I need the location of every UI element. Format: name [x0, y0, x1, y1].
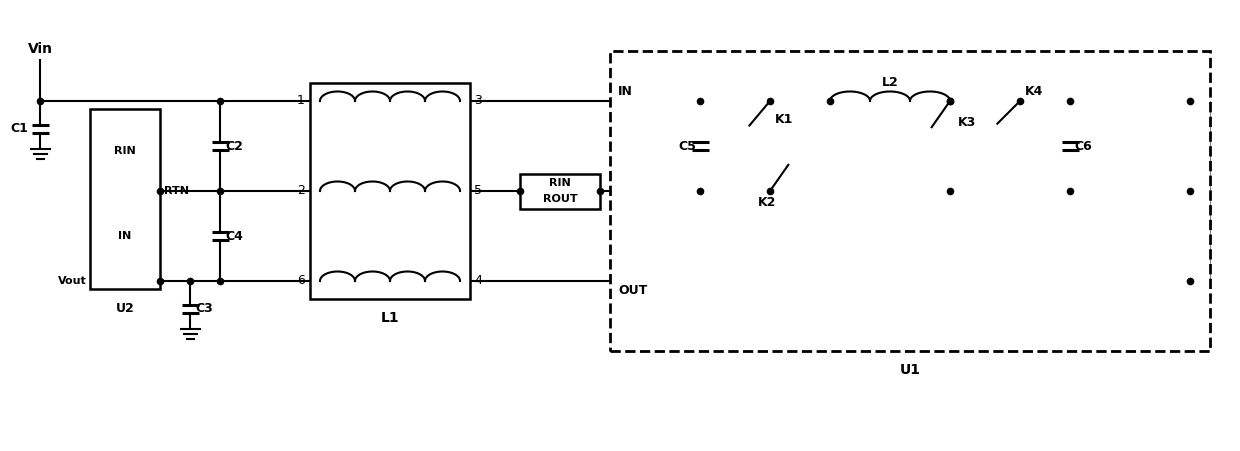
Text: U1: U1 [899, 363, 920, 377]
Bar [610, 51, 1210, 351]
Text: L2: L2 [882, 76, 898, 89]
Text: 2: 2 [298, 184, 305, 198]
Text: IN: IN [118, 231, 131, 241]
Text: U2: U2 [115, 302, 134, 315]
Text: Vin: Vin [27, 42, 52, 56]
Bar [91, 109, 160, 289]
Bar [310, 83, 470, 299]
Text: 6: 6 [298, 275, 305, 287]
Text: 5: 5 [474, 184, 482, 198]
Text: ROUT: ROUT [543, 194, 578, 204]
Bar [520, 174, 600, 208]
Text: K3: K3 [959, 116, 976, 129]
Text: 3: 3 [474, 95, 482, 107]
Text: Vout: Vout [58, 276, 87, 286]
Text: RTN: RTN [164, 186, 188, 196]
Text: K1: K1 [775, 113, 794, 126]
Text: C3: C3 [195, 303, 213, 316]
Text: C4: C4 [224, 230, 243, 243]
Text: IN: IN [618, 85, 632, 98]
Text: L1: L1 [381, 311, 399, 325]
Text: RIN: RIN [114, 146, 136, 156]
Text: C1: C1 [10, 123, 29, 135]
Text: C2: C2 [224, 139, 243, 152]
Text: C6: C6 [1074, 139, 1091, 152]
Text: K2: K2 [758, 196, 776, 209]
Text: 1: 1 [298, 95, 305, 107]
Text: K4: K4 [1025, 85, 1043, 98]
Text: OUT: OUT [618, 284, 647, 297]
Text: C5: C5 [678, 139, 696, 152]
Text: RIN: RIN [549, 178, 570, 188]
Text: 4: 4 [474, 275, 482, 287]
